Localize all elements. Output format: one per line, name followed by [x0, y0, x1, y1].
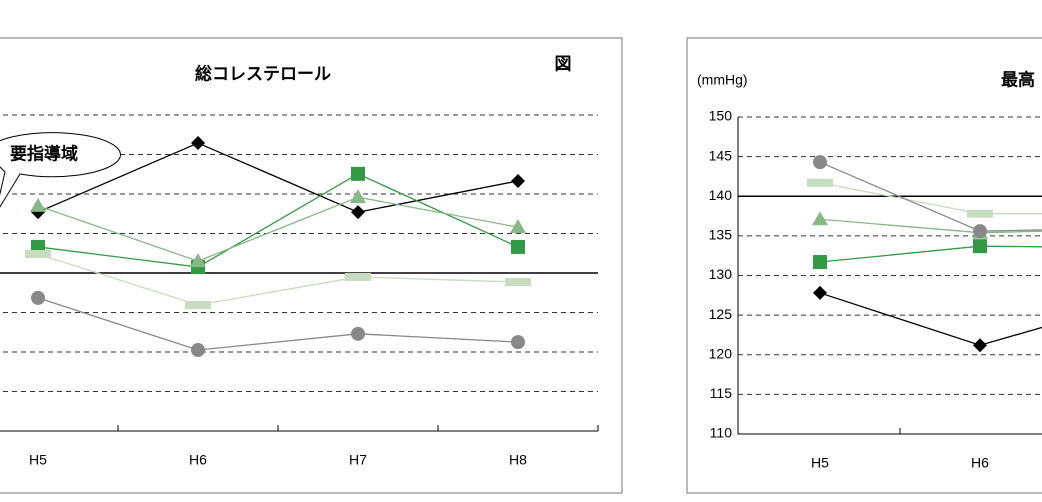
y-tick-label: 115: [710, 385, 733, 401]
marker: [25, 250, 51, 259]
x-tick-label: H6: [971, 455, 989, 471]
series-line: [37, 253, 519, 306]
marker: [813, 285, 827, 300]
marker: [190, 253, 206, 268]
series-line: [37, 142, 519, 213]
marker: [185, 300, 211, 309]
chart-frame: [0, 37, 623, 494]
y-tick-label: 120: [709, 345, 733, 361]
marker: [350, 189, 366, 204]
y-tick-label: 110: [710, 425, 733, 441]
marker: [191, 136, 205, 151]
marker: [511, 239, 525, 254]
marker: [813, 255, 827, 270]
marker: [511, 335, 525, 350]
y-tick-label: 145: [709, 147, 733, 163]
callout-bubble: [0, 132, 121, 208]
plot: 110115120125130135140145150H5H6H7: [709, 108, 1042, 471]
marker: [30, 197, 46, 212]
callout: 要指導域: [0, 132, 121, 208]
marker: [967, 209, 993, 218]
x-tick-label: H7: [349, 452, 367, 468]
x-tick-label: H8: [509, 452, 527, 468]
x-tick-label: H5: [29, 452, 47, 468]
x-tick-label: H5: [811, 455, 829, 471]
annotation: 要指導域: [10, 143, 78, 163]
marker: [973, 239, 987, 254]
marker: [31, 290, 45, 305]
marker: [351, 326, 365, 341]
series-line: [37, 173, 519, 268]
plot: H5 H6 H7 H8: [0, 114, 599, 468]
figure-label: 図: [555, 54, 572, 73]
marker: [813, 155, 827, 170]
marker: [351, 205, 365, 220]
marker: [973, 338, 987, 353]
chart-title: 最高: [1001, 69, 1035, 89]
y-tick-label: 135: [709, 227, 733, 243]
y-tick-label: 130: [709, 266, 733, 282]
marker: [812, 211, 828, 226]
y-tick-label: 125: [709, 306, 733, 322]
marker: [345, 272, 371, 281]
x-tick-label: H6: [189, 452, 207, 468]
y-axis-label: (mmHg): [697, 72, 748, 88]
marker: [510, 219, 526, 234]
series-line: [37, 196, 519, 262]
marker: [351, 166, 365, 181]
chart-frame: [686, 37, 1042, 494]
marker: [191, 343, 205, 358]
chart-title: 総コレステロール: [195, 63, 331, 83]
y-tick-label: 150: [709, 108, 733, 124]
marker: [973, 224, 987, 239]
y-tick-label: 140: [709, 187, 733, 203]
marker: [505, 278, 531, 287]
series-line: [37, 297, 519, 351]
marker: [511, 173, 525, 188]
marker: [807, 178, 833, 187]
